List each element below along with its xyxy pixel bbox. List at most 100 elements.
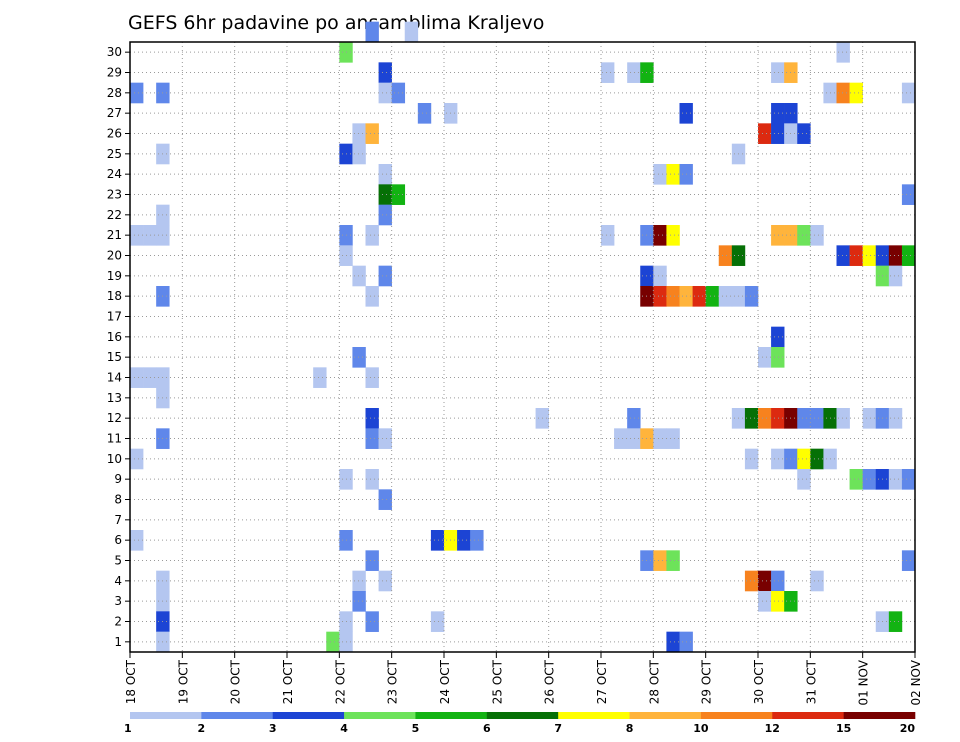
x-tick-label: 23 OCT — [386, 659, 400, 704]
legend-label: 1 — [124, 722, 132, 735]
heatmap-cell — [326, 631, 340, 653]
plot-frame — [129, 41, 916, 653]
heatmap-cell — [352, 143, 366, 165]
heatmap-cell — [888, 265, 903, 287]
heatmap-cells — [130, 21, 916, 653]
heatmap-cell — [771, 570, 785, 592]
y-tick-label: 24 — [107, 167, 122, 181]
heatmap-cell — [901, 550, 916, 571]
x-tick-label: 27 OCT — [595, 659, 609, 704]
heatmap-cell — [457, 530, 471, 551]
y-tick-label: 7 — [114, 513, 122, 527]
heatmap-cell — [758, 591, 772, 612]
heatmap-cell — [365, 123, 379, 144]
heatmap-cell — [758, 347, 772, 368]
heatmap-cell — [430, 530, 445, 551]
heatmap-cell — [901, 469, 916, 490]
heatmap-cell — [797, 469, 811, 490]
legend-swatch — [415, 712, 488, 719]
heatmap-cell — [810, 570, 824, 592]
heatmap-cell — [365, 367, 379, 388]
x-tick-label: 25 OCT — [490, 659, 504, 704]
heatmap-cell — [313, 367, 327, 388]
legend-label: 7 — [554, 722, 562, 735]
y-tick-label: 22 — [107, 208, 122, 222]
x-tick-label: 20 OCT — [229, 659, 243, 704]
heatmap-cell — [365, 408, 379, 429]
heatmap-cell — [758, 408, 772, 429]
heatmap-cell — [653, 428, 667, 449]
heatmap-cell — [352, 123, 366, 144]
heatmap-cell — [352, 570, 366, 592]
legend-label: 6 — [483, 722, 491, 735]
heatmap-cell — [836, 82, 850, 104]
x-tick-label: 01 NOV — [857, 659, 871, 705]
legend-swatch — [843, 712, 916, 719]
heatmap-cell — [614, 428, 628, 449]
heatmap-cell — [771, 103, 785, 124]
heatmap-cell — [627, 408, 641, 429]
heatmap-cell — [862, 245, 877, 266]
x-tick-label: 30 OCT — [752, 659, 766, 704]
legend-label: 3 — [269, 722, 277, 735]
heatmap-cell — [601, 225, 615, 246]
heatmap-cell — [862, 408, 877, 429]
heatmap-cell — [378, 265, 392, 287]
heatmap-cell — [718, 245, 733, 266]
heatmap-cell — [758, 123, 772, 144]
y-tick-label: 29 — [107, 66, 122, 80]
heatmap-cell — [430, 611, 445, 632]
legend-label: 10 — [693, 722, 709, 735]
heatmap-cell — [758, 570, 772, 592]
heatmap-cell — [365, 428, 379, 449]
y-tick-label: 14 — [107, 371, 122, 385]
x-tick-label: 28 OCT — [647, 659, 661, 704]
x-tick-label: 21 OCT — [281, 659, 295, 704]
y-tick-label: 30 — [107, 45, 122, 59]
heatmap-cell — [744, 448, 759, 470]
heatmap-cell — [417, 103, 432, 124]
heatmap-cell — [771, 62, 785, 83]
y-tick-label: 17 — [107, 310, 122, 324]
heatmap-cell — [888, 469, 903, 490]
heatmap-cell — [666, 631, 680, 653]
legend-swatch — [700, 712, 773, 719]
y-tick-label: 8 — [114, 493, 122, 507]
legend-swatch — [629, 712, 702, 719]
heatmap-cell — [378, 489, 392, 510]
heatmap-cell — [771, 408, 785, 429]
heatmap-cell — [810, 408, 824, 429]
heatmap-cell — [130, 225, 144, 246]
y-tick-label: 9 — [114, 472, 122, 486]
x-tick-label: 26 OCT — [543, 659, 557, 704]
y-tick-label: 20 — [107, 249, 122, 263]
heatmap-cell — [378, 82, 392, 104]
heatmap-cell — [836, 408, 850, 429]
heatmap-cell — [378, 184, 392, 205]
heatmap-cell — [771, 123, 785, 144]
y-tick-label: 2 — [114, 615, 122, 629]
x-tick-label: 19 OCT — [176, 659, 190, 704]
legend-label: 5 — [412, 722, 420, 735]
heatmap-cell — [666, 225, 680, 246]
heatmap-cell — [130, 367, 144, 388]
y-tick-label: 16 — [107, 330, 122, 344]
y-tick-label: 25 — [107, 147, 122, 161]
legend-label: 4 — [340, 722, 348, 735]
heatmap-cell — [601, 62, 615, 83]
y-tick-label: 15 — [107, 350, 122, 364]
x-tick-label: 24 OCT — [438, 659, 452, 704]
y-tick-label: 1 — [114, 635, 122, 649]
heatmap-cell — [404, 21, 419, 43]
legend-label: 20 — [900, 722, 916, 735]
heatmap-cell — [862, 469, 877, 490]
heatmap-cell — [771, 347, 785, 368]
heatmap-cell — [888, 408, 903, 429]
heatmap-cell — [470, 530, 484, 551]
heatmap-cell — [888, 245, 903, 266]
heatmap-cell — [352, 265, 366, 287]
y-tick-label: 6 — [114, 533, 122, 547]
legend-swatch — [486, 712, 559, 719]
heatmap-cell — [352, 591, 366, 612]
